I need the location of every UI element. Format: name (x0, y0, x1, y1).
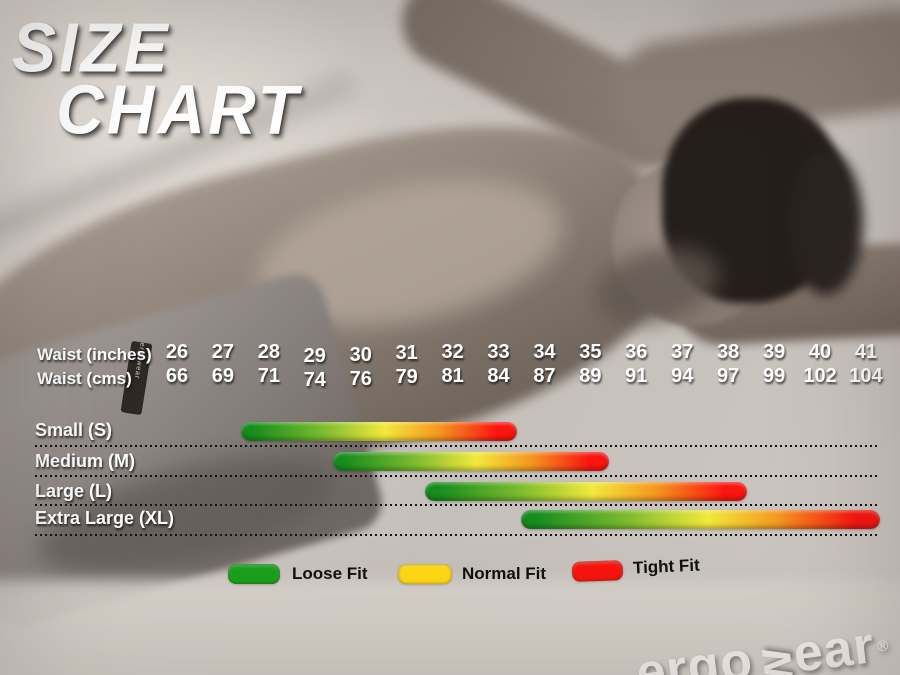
waist-inches-value: 40 (808, 341, 832, 363)
size-bar-large (425, 482, 747, 501)
row-divider (35, 475, 880, 477)
waist-cms-value: 76 (349, 368, 372, 390)
photo-abs-highlight (244, 154, 576, 351)
logo-text-ergo: ergo (632, 631, 756, 675)
waist-inches-value: 32 (441, 341, 464, 363)
waist-inches-value: 28 (257, 341, 280, 363)
legend-swatch-loose-fit (228, 564, 280, 584)
waist-inches-value: 29 (303, 345, 326, 367)
row-divider (35, 534, 880, 536)
legend-swatch-tight-fit (571, 560, 624, 582)
waist-cms-value: 84 (487, 365, 510, 387)
waist-cms-row-label: Waist (cms) (37, 369, 132, 388)
waist-cms-value: 89 (579, 365, 602, 387)
waist-inches-row-label: Waist (inches) (37, 345, 152, 364)
legend-label-normal-fit: Normal Fit (462, 564, 547, 583)
legend-swatch-normal-fit (398, 564, 452, 584)
waist-inches-value: 27 (211, 341, 235, 363)
waist-cms-value: 87 (533, 365, 556, 387)
size-label-large: Large (L) (35, 481, 113, 501)
size-bar-small (241, 422, 517, 441)
waist-cms-value: 102 (803, 365, 837, 387)
waist-cms-value: 71 (257, 365, 280, 387)
size-label-medium: Medium (M) (35, 451, 135, 471)
waist-inches-value: 33 (487, 341, 510, 363)
waist-inches-value: 30 (349, 344, 372, 366)
size-label-extra-large: Extra Large (XL) (35, 508, 175, 528)
waist-inches-value: 38 (717, 341, 740, 363)
waist-cms-value: 94 (671, 365, 694, 387)
waist-inches-value: 39 (762, 341, 786, 363)
row-divider (35, 504, 880, 506)
waist-cms-value: 99 (762, 365, 786, 387)
photo-arm-under-head (672, 240, 900, 348)
waist-inches-value: 35 (579, 341, 602, 363)
legend-label-tight-fit: Tight Fit (632, 555, 701, 578)
size-label-small: Small (S) (35, 420, 113, 440)
waist-cms-value: 97 (717, 365, 740, 387)
waist-inches-value: 34 (533, 341, 556, 363)
registered-trademark-icon: ® (876, 637, 891, 656)
waist-inches-value: 36 (625, 341, 648, 363)
waist-inches-value: 26 (165, 341, 189, 363)
waist-cms-value: 79 (395, 366, 418, 388)
photo-upper-arm (609, 2, 900, 148)
size-bar-extra-large (521, 510, 880, 529)
waist-cms-value: 66 (165, 365, 189, 387)
row-divider (35, 445, 880, 447)
size-bar-medium (333, 452, 609, 471)
waist-inches-value: 41 (854, 341, 878, 363)
waist-cms-value: 91 (625, 365, 648, 387)
waist-cms-value: 104 (849, 365, 883, 387)
photo-neck-shadow (587, 235, 728, 337)
waist-cms-value: 81 (441, 365, 464, 387)
photo-hair (662, 98, 847, 303)
logo-rotated-w: w (742, 644, 806, 675)
photo-sheet-shadow (690, 0, 900, 80)
title-line-size: SIZE (12, 7, 171, 87)
waist-inches-value: 31 (395, 342, 418, 364)
photo-hair-edge (788, 150, 863, 295)
photo-head (612, 158, 777, 326)
waist-cms-value: 74 (303, 369, 326, 391)
legend-label-loose-fit: Loose Fit (292, 564, 368, 583)
title-line-chart: CHART (56, 69, 301, 149)
photo-forearm (386, 0, 709, 185)
ergowear-logo: ergowear® (632, 616, 892, 675)
waist-inches-value: 37 (671, 341, 694, 363)
waist-cms-value: 69 (211, 365, 235, 387)
